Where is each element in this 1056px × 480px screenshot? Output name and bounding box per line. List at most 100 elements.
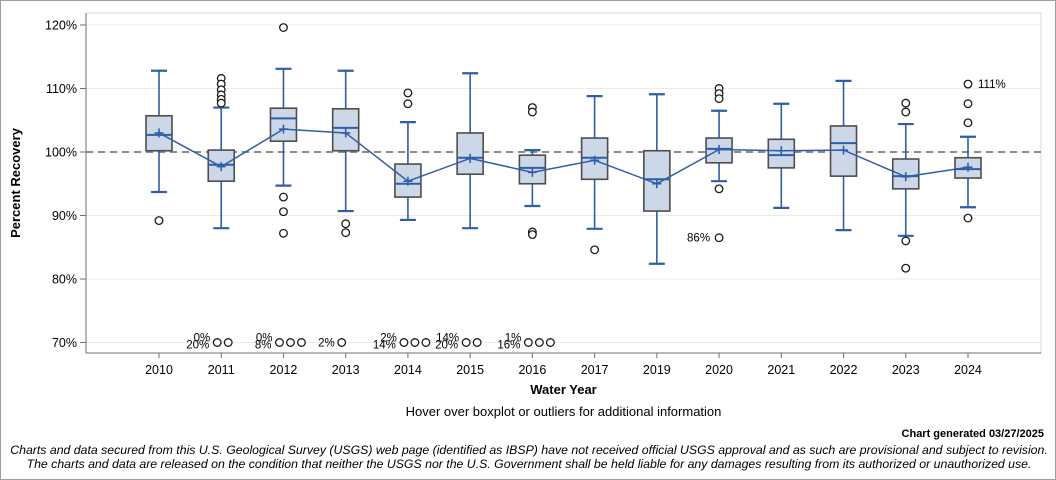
x-tick-label: 2024 (954, 363, 982, 377)
mean-connect-line (158, 128, 969, 185)
outlier-2010[interactable] (154, 216, 164, 226)
x-axis-title: Water Year (530, 382, 597, 397)
boxplot-2015[interactable] (456, 72, 484, 230)
x-tick-label: 2013 (332, 363, 360, 377)
outlier-2024[interactable] (963, 118, 973, 128)
boxplot-2022[interactable] (829, 79, 858, 232)
outlier-2012[interactable] (275, 338, 284, 347)
outlier-2016[interactable] (523, 338, 533, 347)
y-tick-label: 80% (52, 273, 77, 287)
y-tick-label: 90% (52, 209, 77, 223)
outlier-2017[interactable] (590, 245, 600, 255)
clipped-outlier-label: 20% (435, 340, 458, 352)
outlier-2012[interactable] (279, 228, 288, 238)
clipped-outlier-label: 2% (380, 333, 397, 345)
mean-marker-2015 (465, 153, 475, 163)
outlier-2015[interactable] (472, 338, 482, 347)
mean-marker-2013 (341, 128, 351, 138)
outlier-value-label: 111% (978, 79, 1006, 91)
clipped-outlier-label: 2% (318, 338, 335, 350)
outlier-2023[interactable] (901, 236, 911, 246)
x-tick-label: 2022 (830, 363, 858, 377)
x-tick-label: 2010 (145, 363, 173, 377)
clipped-outlier-label: 16% (497, 340, 520, 352)
outlier-2012[interactable] (279, 23, 288, 32)
mean-marker-2023 (901, 172, 911, 182)
clipped-outlier-label: 8% (255, 340, 272, 352)
outlier-2011[interactable] (216, 98, 226, 108)
recovery-boxplot-svg: 70% 80% 90% 100% 110% 120% 2010 2011 2012 2013 201… (8, 12, 1042, 397)
outlier-2023[interactable] (901, 263, 911, 273)
mean-marker-2022 (839, 145, 849, 155)
y-axis-title: Percent Recovery (8, 127, 23, 238)
clipped-outlier-label: 0% (256, 333, 273, 345)
clipped-outlier-label: 14% (373, 340, 396, 352)
outlier-2016[interactable] (545, 338, 555, 347)
x-tick-label: 2016 (518, 363, 546, 377)
boxplot-2014[interactable] (394, 121, 422, 222)
hover-hint-text: Hover over boxplot or outliers for addit… (405, 404, 722, 419)
x-tick-label: 2011 (208, 363, 235, 377)
outlier-2012[interactable] (297, 338, 306, 347)
x-tick-label: 2014 (394, 363, 422, 377)
mean-marker-2016 (527, 167, 537, 177)
clipped-outlier-label: 1% (505, 333, 522, 345)
clipped-outlier-label: 0% (194, 333, 211, 345)
outlier-2024[interactable] (963, 99, 973, 109)
y-tick-label: 100% (45, 146, 77, 160)
outlier-2020[interactable] (714, 233, 724, 243)
outlier-2013[interactable] (337, 338, 347, 347)
mean-marker-2020 (714, 144, 724, 154)
outlier-2011[interactable] (223, 338, 233, 347)
outlier-2016[interactable] (527, 107, 537, 117)
outlier-2011[interactable] (212, 338, 222, 347)
outlier-2016[interactable] (527, 230, 537, 239)
outlier-2020[interactable] (714, 184, 724, 194)
outlier-2024[interactable] (963, 213, 973, 223)
mean-marker-2011 (216, 162, 226, 172)
y-tick-label: 70% (52, 336, 77, 350)
disclaimer-line-1: Charts and data secured from this U.S. G… (10, 443, 1048, 457)
mean-marker-2024 (963, 162, 973, 172)
outlier-2024[interactable] (963, 79, 973, 89)
mean-marker-2019 (652, 179, 662, 189)
y-tick-label: 110% (46, 82, 77, 96)
boxplot-2021[interactable] (767, 102, 796, 209)
boxplot-2024[interactable] (954, 135, 982, 209)
x-tick-label: 2017 (581, 363, 609, 377)
outlier-2013[interactable] (341, 228, 351, 238)
outlier-2013[interactable] (341, 219, 351, 229)
chart-generated-text: Chart generated 03/27/2025 (901, 428, 1044, 440)
mean-marker-2012 (278, 124, 288, 134)
outlier-2012[interactable] (279, 207, 288, 217)
outlier-2015[interactable] (461, 338, 471, 347)
x-tick-label: 2019 (643, 363, 671, 377)
mean-marker-2014 (403, 176, 413, 186)
x-tick-label: 2012 (270, 363, 298, 377)
y-tick-label: 120% (45, 19, 77, 33)
outlier-2014[interactable] (403, 88, 413, 98)
outlier-2014[interactable] (410, 338, 420, 347)
mean-marker-2021 (776, 146, 786, 156)
outlier-2014[interactable] (399, 338, 409, 347)
outlier-2012[interactable] (279, 192, 288, 202)
outlier-2023[interactable] (901, 98, 911, 108)
mean-marker-2010 (154, 128, 164, 138)
x-tick-label: 2021 (767, 363, 795, 377)
box-iqr[interactable] (456, 132, 484, 176)
boxplot-2016[interactable] (518, 148, 547, 208)
outlier-2012[interactable] (286, 338, 295, 347)
disclaimer-line-2: The charts and data are released on the … (26, 457, 1032, 471)
clipped-outlier-label: 20% (186, 340, 209, 352)
clipped-outlier-label: 14% (436, 333, 459, 345)
outlier-2016[interactable] (534, 338, 544, 347)
outlier-2020[interactable] (714, 94, 724, 104)
x-tick-label: 2020 (705, 363, 733, 377)
outlier-2014[interactable] (421, 338, 431, 347)
outlier-2023[interactable] (901, 107, 911, 117)
x-tick-label: 2023 (892, 363, 920, 377)
x-tick-label: 2015 (456, 363, 484, 377)
boxplot-2017[interactable] (580, 95, 609, 230)
outlier-2014[interactable] (403, 99, 413, 109)
